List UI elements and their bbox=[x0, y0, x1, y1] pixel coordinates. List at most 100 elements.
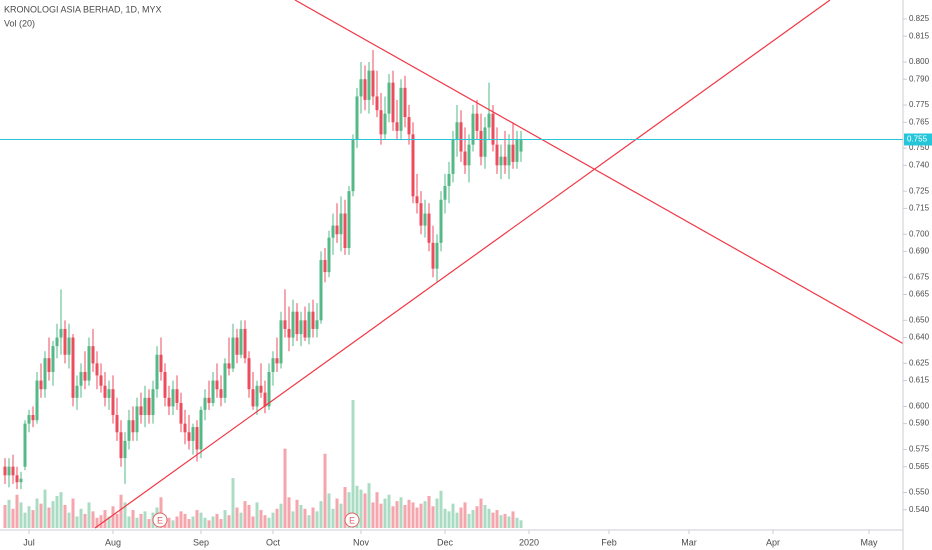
volume-bar bbox=[59, 492, 63, 528]
x-tick-label: May bbox=[860, 537, 878, 547]
volume-bar bbox=[255, 502, 259, 528]
volume-bar bbox=[503, 513, 507, 528]
candle-body bbox=[15, 475, 19, 483]
candle-body bbox=[143, 397, 147, 416]
candle-body bbox=[447, 173, 451, 186]
volume-bar bbox=[55, 496, 59, 528]
candle-body bbox=[191, 427, 195, 441]
y-tick-label: 0.715 bbox=[909, 203, 930, 212]
candle-body bbox=[287, 328, 291, 338]
candle-body bbox=[427, 213, 431, 243]
volume-bar bbox=[11, 508, 15, 528]
candle-body bbox=[115, 415, 119, 433]
y-tick-label: 0.600 bbox=[909, 402, 930, 411]
candle-body bbox=[327, 237, 331, 273]
volume-bar bbox=[467, 513, 471, 528]
volume-bar bbox=[79, 508, 83, 528]
volume-bar bbox=[331, 508, 335, 528]
candle-body bbox=[231, 337, 235, 369]
volume-bar bbox=[119, 494, 123, 528]
candle-body bbox=[483, 127, 487, 157]
volume-bar bbox=[223, 510, 227, 528]
candle-body bbox=[163, 371, 167, 398]
candle-body bbox=[375, 96, 379, 111]
candle-body bbox=[203, 397, 207, 410]
candle-body bbox=[99, 375, 103, 386]
candle-body bbox=[43, 358, 47, 390]
x-tick-label: Aug bbox=[105, 537, 121, 547]
candle-body bbox=[379, 110, 383, 135]
volume-bar bbox=[35, 498, 39, 528]
volume-bar bbox=[75, 516, 79, 528]
candle-body bbox=[31, 415, 35, 421]
trendline bbox=[94, 0, 831, 529]
volume-bar bbox=[215, 513, 219, 528]
volume-bar bbox=[167, 517, 171, 528]
candle-body bbox=[251, 389, 255, 407]
volume-bar bbox=[511, 511, 515, 528]
candle-body bbox=[63, 328, 67, 355]
volume-bar bbox=[107, 516, 111, 528]
candle-body bbox=[51, 346, 55, 372]
y-tick-label: 0.625 bbox=[909, 358, 930, 367]
candle-body bbox=[371, 70, 375, 97]
earnings-marker bbox=[152, 512, 168, 528]
candle-body bbox=[363, 79, 367, 100]
y-tick-label: 0.675 bbox=[909, 272, 930, 281]
volume-bar bbox=[199, 512, 203, 528]
volume-bar bbox=[99, 515, 103, 528]
volume-bar bbox=[219, 519, 223, 528]
volume-bar bbox=[23, 512, 27, 528]
candle-body bbox=[295, 311, 299, 335]
price-label: 0.755 bbox=[907, 135, 928, 144]
volume-bar bbox=[379, 503, 383, 528]
volume-bar bbox=[31, 510, 35, 528]
candle-body bbox=[355, 96, 359, 140]
y-tick-label: 0.575 bbox=[909, 445, 930, 454]
volume-bar bbox=[19, 502, 23, 528]
y-tick-label: 0.725 bbox=[909, 186, 930, 195]
volume-bar bbox=[211, 516, 215, 528]
y-tick-label: 0.800 bbox=[909, 57, 930, 66]
candle-body bbox=[471, 113, 475, 145]
volume-bar bbox=[323, 453, 327, 528]
candle-body bbox=[343, 213, 347, 248]
volume-bar bbox=[519, 520, 523, 528]
y-tick-label: 0.825 bbox=[909, 14, 930, 23]
candle-body bbox=[407, 117, 411, 135]
volume-bar bbox=[319, 501, 323, 528]
volume-bar bbox=[235, 507, 239, 528]
x-tick-label: Feb bbox=[601, 537, 617, 547]
y-tick-label: 0.790 bbox=[909, 74, 930, 83]
volume-bar bbox=[67, 512, 71, 528]
candle-body bbox=[175, 389, 179, 403]
candle-body bbox=[387, 82, 391, 114]
candle-body bbox=[271, 358, 275, 372]
volume-bar bbox=[451, 503, 455, 528]
candle-body bbox=[275, 358, 279, 364]
x-tick-label: Mar bbox=[681, 537, 697, 547]
candle-body bbox=[119, 432, 123, 459]
x-tick-label: Jul bbox=[23, 537, 35, 547]
candle-body bbox=[27, 415, 31, 424]
x-tick-label: Nov bbox=[353, 537, 370, 547]
volume-bar bbox=[271, 512, 275, 528]
volume-bar bbox=[423, 501, 427, 528]
candle-body bbox=[7, 466, 11, 476]
candle-body bbox=[123, 440, 127, 459]
candle-body bbox=[503, 156, 507, 166]
candle-body bbox=[199, 409, 203, 450]
y-tick-label: 0.750 bbox=[909, 143, 930, 152]
trendline bbox=[294, 0, 903, 345]
volume-bar bbox=[187, 519, 191, 528]
volume-bar bbox=[483, 504, 487, 528]
x-tick-label: Apr bbox=[766, 537, 780, 547]
volume-bar bbox=[39, 503, 43, 528]
candle-body bbox=[383, 113, 387, 135]
candle-body bbox=[279, 320, 283, 364]
candle-body bbox=[339, 213, 343, 235]
candle-body bbox=[151, 389, 155, 416]
x-tick-label: 2020 bbox=[519, 537, 539, 547]
candle-body bbox=[307, 311, 311, 338]
candle-body bbox=[515, 139, 519, 162]
